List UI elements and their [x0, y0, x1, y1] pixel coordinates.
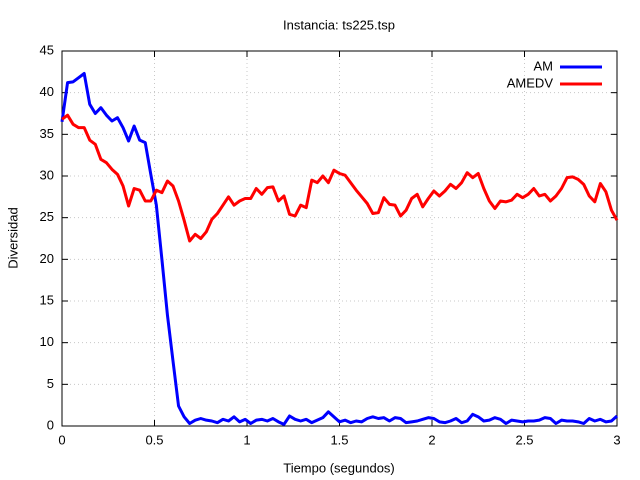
legend-label: AMEDV [507, 75, 554, 90]
plot-border [61, 50, 618, 427]
data-line [61, 113, 619, 243]
x-tick-label: 0.5 [145, 432, 163, 447]
x-tick-label: 2.5 [515, 432, 533, 447]
y-tick-label: 45 [40, 42, 54, 57]
y-tick-label: 5 [47, 376, 54, 391]
y-tick-label: 25 [40, 209, 54, 224]
y-tick-label: 30 [40, 167, 54, 182]
x-tick-label: 2 [428, 432, 435, 447]
y-tick-label: 35 [40, 126, 54, 141]
x-tick-label: 0 [58, 432, 65, 447]
y-axis-label: Diversidad [5, 207, 20, 268]
x-tick-label: 1.5 [330, 432, 348, 447]
x-axis-label: Tiempo (segundos) [283, 460, 395, 475]
y-tick-label: 0 [47, 417, 54, 432]
y-tick-label: 40 [40, 84, 54, 99]
x-tick-label: 1 [243, 432, 250, 447]
legend-label: AM [534, 58, 554, 73]
chart-title: Instancia: ts225.tsp [283, 17, 395, 32]
y-tick-label: 15 [40, 292, 54, 307]
y-tick-label: 20 [40, 251, 54, 266]
x-tick-label: 3 [613, 432, 620, 447]
y-tick-label: 10 [40, 334, 54, 349]
